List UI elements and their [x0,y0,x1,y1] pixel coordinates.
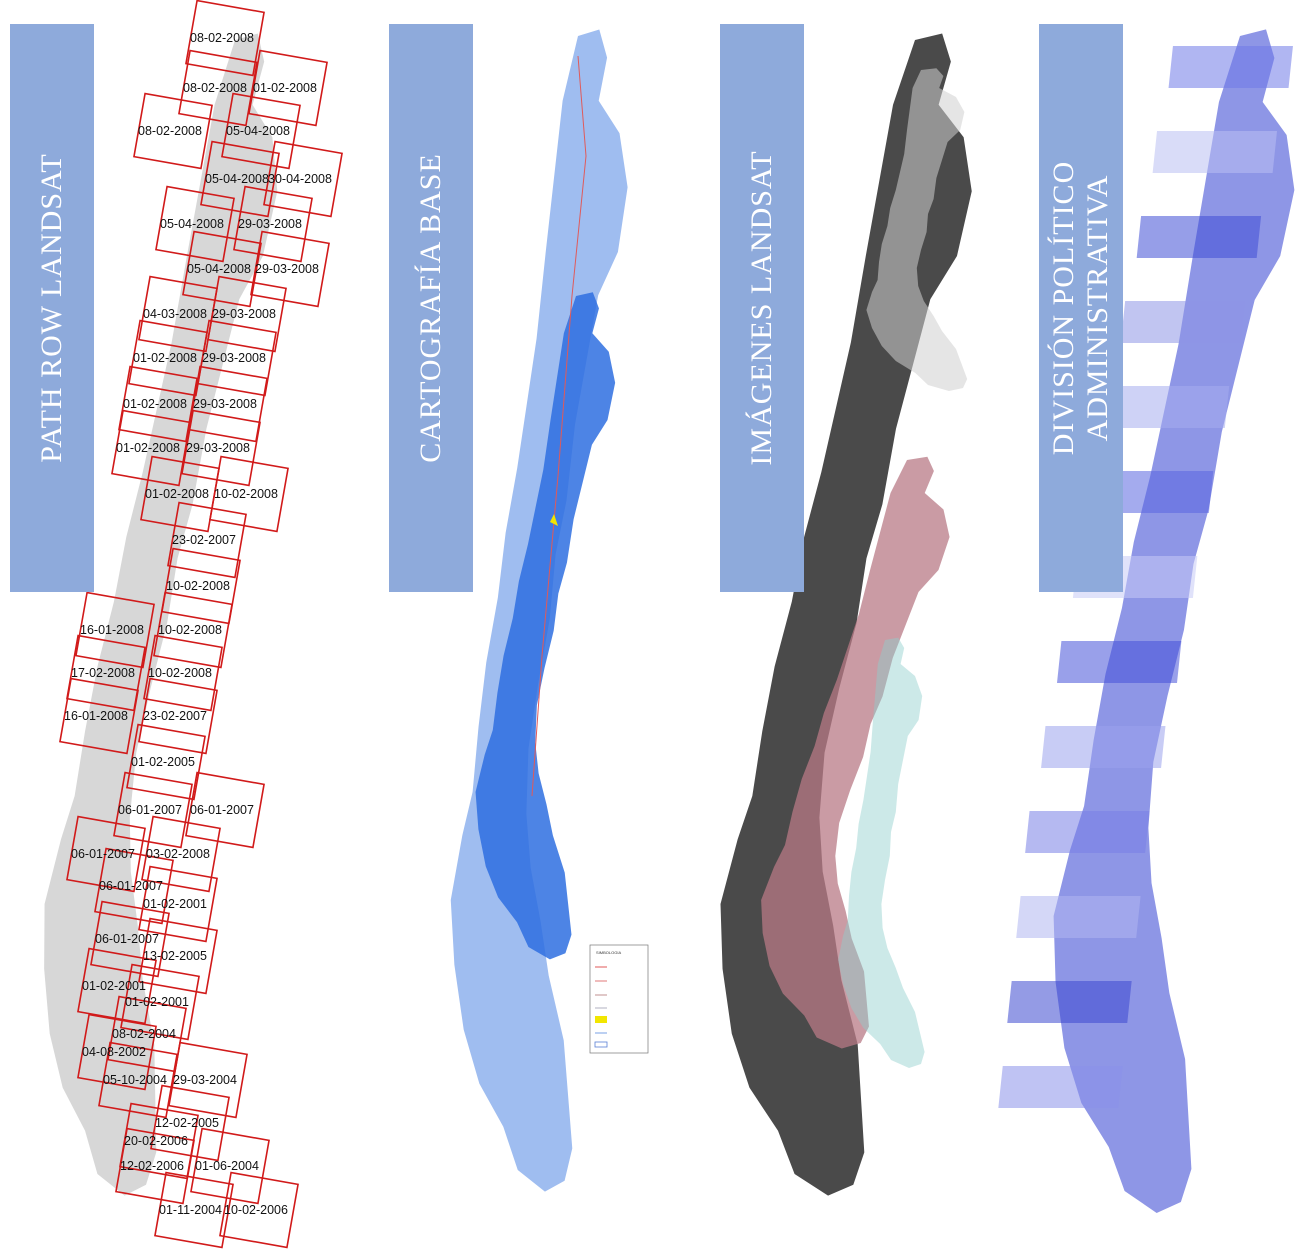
scene-date-label: 29-03-2008 [212,307,276,321]
region-band [1025,811,1149,853]
scene-date-label: 29-03-2008 [202,351,266,365]
banner-imagenes: IMÁGENES LANDSAT [720,24,804,592]
scene-date-label: 16-01-2008 [80,623,144,637]
scene-date-label: 08-02-2008 [138,124,202,138]
scene-date-label: 23-02-2007 [143,709,207,723]
scene-date-label: 10-02-2008 [166,579,230,593]
scene-date-label: 01-02-2008 [145,487,209,501]
banner-title: PATH ROW LANDSAT [35,153,69,462]
scene-date-label: 01-06-2004 [195,1159,259,1173]
region-band [1169,46,1293,88]
banner-cartografia: CARTOGRAFÍA BASE [389,24,473,592]
scene-date-label: 06-01-2007 [190,803,254,817]
scene-date-label: 30-04-2008 [268,172,332,186]
scene-date-label: 29-03-2008 [193,397,257,411]
banner-division: DIVISIÓN POLÍTICO ADMINISTRATIVA [1039,24,1123,592]
region-band [1121,301,1245,343]
scene-date-label: 10-02-2008 [148,666,212,680]
scene-date-label: 01-02-2008 [116,441,180,455]
region-band [1153,131,1277,173]
scene-date-label: 23-02-2007 [172,533,236,547]
legend-title: SIMBOLOGIA [596,950,621,955]
scene-date-label: 16-01-2008 [64,709,128,723]
scene-date-label: 17-02-2008 [71,666,135,680]
banner-title: IMÁGENES LANDSAT [745,150,779,465]
scene-date-label: 08-02-2004 [112,1027,176,1041]
scene-date-label: 10-02-2008 [214,487,278,501]
scene-date-label: 10-02-2008 [158,623,222,637]
scene-date-label: 04-08-2002 [82,1045,146,1059]
scene-date-label: 13-02-2005 [143,949,207,963]
region-band [1057,641,1181,683]
region-band [1137,216,1261,258]
scene-date-label: 01-02-2008 [253,81,317,95]
scene-date-label: 01-02-2001 [82,979,146,993]
region-band [1007,981,1131,1023]
scene-date-label: 01-02-2001 [125,995,189,1009]
legend-box: SIMBOLOGIA [590,945,648,1053]
scene-date-label: 05-04-2008 [160,217,224,231]
scene-date-label: 01-11-2004 [159,1203,222,1217]
scene-date-label: 06-01-2007 [71,847,135,861]
scene-date-label: 29-03-2008 [238,217,302,231]
scene-date-label: 29-03-2008 [255,262,319,276]
banner-title-line1: DIVISIÓN POLÍTICO [1047,161,1081,455]
scene-date-label: 08-02-2008 [190,31,254,45]
scene-date-label: 10-02-2006 [224,1203,288,1217]
scene-date-label: 12-02-2006 [120,1159,184,1173]
scene-date-label: 04-03-2008 [143,307,207,321]
scene-date-label: 01-02-2001 [143,897,207,911]
scene-date-label: 06-01-2007 [95,932,159,946]
scene-date-label: 12-02-2005 [155,1116,219,1130]
scene-date-label: 05-10-2004 [103,1073,167,1087]
scene-date-label: 29-03-2004 [173,1073,237,1087]
region-band [1041,726,1165,768]
scene-date-label: 08-02-2008 [183,81,247,95]
scene-date-label: 29-03-2008 [186,441,250,455]
banner-title-line2: ADMINISTRATIVA [1081,161,1115,455]
scene-date-label: 05-04-2008 [187,262,251,276]
scene-date-label: 01-02-2008 [133,351,197,365]
banner-path-row: PATH ROW LANDSAT [10,24,94,592]
banner-title: DIVISIÓN POLÍTICO ADMINISTRATIVA [1047,161,1115,455]
scene-date-label: 20-02-2006 [124,1134,188,1148]
scene-date-label: 05-04-2008 [205,172,269,186]
scene-date-label: 06-01-2007 [99,879,163,893]
scene-date-label: 01-02-2005 [131,755,195,769]
scene-date-label: 06-01-2007 [118,803,182,817]
banner-title: CARTOGRAFÍA BASE [414,153,448,463]
scene-date-label: 05-04-2008 [226,124,290,138]
scene-date-label: 03-02-2008 [146,847,210,861]
region-band [1016,896,1140,938]
region-band [998,1066,1122,1108]
region-band [1105,386,1229,428]
scene-date-label: 01-02-2008 [123,397,187,411]
